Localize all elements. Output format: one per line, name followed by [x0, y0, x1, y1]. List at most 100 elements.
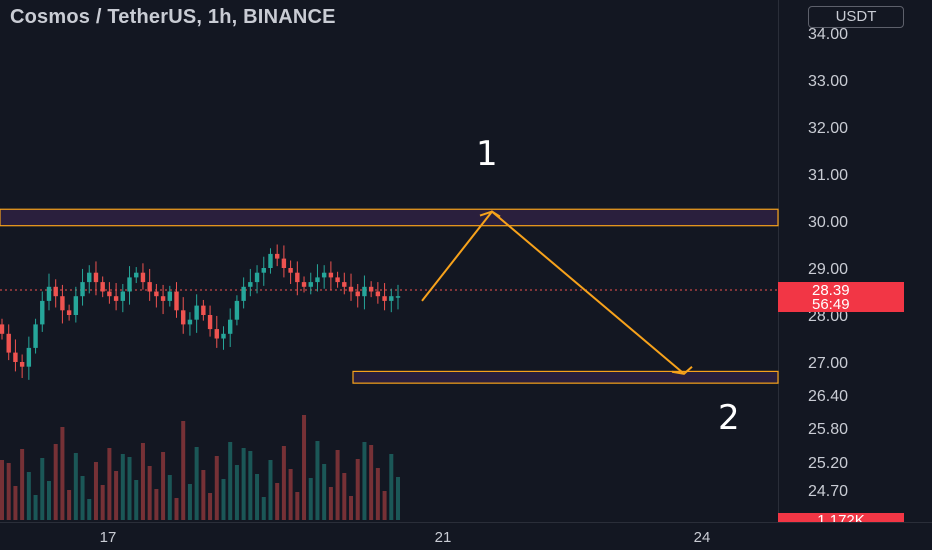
- volume-bar: [241, 448, 246, 520]
- volume-bar: [221, 479, 226, 520]
- candle-body: [201, 305, 206, 315]
- volume-bar: [335, 450, 340, 520]
- candle-body: [187, 319, 193, 325]
- volume-bar: [33, 495, 38, 520]
- volume-bar: [295, 492, 300, 520]
- candle-body: [301, 282, 307, 287]
- volume-bar: [369, 445, 374, 520]
- candle-body: [73, 296, 79, 315]
- candle-body: [0, 324, 5, 334]
- candle-body: [348, 286, 354, 292]
- candle-body: [362, 286, 367, 297]
- annotation-label-2: 2: [718, 398, 740, 438]
- volume-bar: [181, 421, 186, 520]
- candle-body: [315, 277, 320, 283]
- volume-bar: [396, 477, 400, 520]
- candle-body: [46, 286, 52, 301]
- candle-body: [66, 310, 72, 315]
- candle-body: [181, 310, 186, 325]
- candle-body: [268, 253, 273, 268]
- volume-bar: [20, 449, 25, 520]
- volume-bar: [147, 466, 152, 520]
- candle-body: [33, 324, 38, 348]
- zones[interactable]: [0, 208, 779, 384]
- candle-body: [53, 286, 58, 297]
- candle-body: [134, 272, 139, 278]
- candle-body: [6, 333, 11, 353]
- projection-arrow[interactable]: [421, 210, 693, 375]
- x-tick-label: 17: [100, 529, 117, 546]
- volume-bar: [328, 487, 333, 520]
- volume-bar: [234, 465, 239, 520]
- volume-bar: [288, 469, 293, 520]
- candle-body: [174, 291, 179, 311]
- y-tick-label: 24.70: [808, 483, 848, 500]
- y-tick-label: 30.00: [808, 214, 848, 231]
- candle-body: [167, 291, 172, 301]
- candle-body: [60, 296, 65, 311]
- volume-bar: [228, 442, 233, 520]
- volume-bar: [342, 473, 347, 520]
- price-axis[interactable]: 34.00 33.00 32.00 31.00 30.00 29.00 28.00 27.00…: [808, 26, 848, 500]
- last-price-value: 28.39: [812, 282, 850, 299]
- candle-body: [207, 315, 213, 330]
- y-tick-label: 31.00: [808, 167, 848, 184]
- volume-bar: [114, 471, 119, 520]
- volume-bar: [389, 454, 394, 520]
- y-tick-label: 28.00: [808, 308, 848, 325]
- currency-button[interactable]: USDT: [808, 6, 904, 28]
- volume-bar: [93, 462, 98, 520]
- support-zone[interactable]: [352, 370, 779, 384]
- volume-bar: [13, 486, 18, 520]
- price-axis-divider: [778, 0, 779, 522]
- candle-body: [281, 258, 287, 268]
- y-tick-label: 26.40: [808, 388, 848, 405]
- volume-bar: [107, 448, 112, 520]
- candle-body: [140, 272, 146, 283]
- y-tick-label: 25.20: [808, 455, 848, 472]
- volume-bars: [0, 415, 400, 520]
- y-tick-label: 32.00: [808, 120, 848, 137]
- volume-bar: [275, 483, 280, 520]
- candle-body: [147, 282, 152, 292]
- candle-body: [80, 282, 85, 297]
- volume-bar: [214, 456, 219, 520]
- y-tick-label: 25.80: [808, 421, 848, 438]
- resistance-zone[interactable]: [0, 208, 779, 227]
- candle-body: [214, 329, 219, 339]
- volume-tag: 1.172K: [778, 513, 904, 522]
- candles: [0, 244, 401, 380]
- annotation-label-1: 1: [476, 134, 498, 174]
- volume-bar: [6, 463, 11, 520]
- time-axis[interactable]: 17 21 24: [100, 529, 711, 546]
- candle-body: [375, 291, 381, 297]
- volume-bar: [308, 478, 313, 520]
- candle-body: [93, 272, 99, 283]
- volume-bar: [73, 453, 78, 520]
- volume-bar: [53, 444, 58, 520]
- candle-body: [328, 272, 334, 278]
- candle-body: [389, 296, 394, 301]
- candle-body: [127, 277, 132, 292]
- volume-bar: [127, 457, 132, 520]
- volume-bar: [80, 476, 85, 520]
- candle-body: [100, 282, 105, 292]
- candle-body: [241, 286, 246, 301]
- volume-bar: [26, 472, 31, 520]
- candle-body: [19, 362, 25, 367]
- volume-bar: [134, 480, 139, 520]
- volume-value: 1.172K: [817, 513, 865, 522]
- projection-polyline[interactable]: [421, 210, 685, 375]
- candle-body: [335, 277, 340, 283]
- chart-title: Cosmos / TetherUS, 1h, BINANCE: [10, 6, 336, 28]
- volume-bar: [140, 443, 145, 520]
- volume-bar: [315, 441, 320, 520]
- volume-bar: [302, 415, 307, 520]
- candle-body: [261, 268, 266, 273]
- bar-countdown: 56:49: [812, 296, 850, 313]
- candle-body: [40, 300, 45, 325]
- volume-bar: [120, 454, 125, 520]
- candle-body: [107, 291, 112, 297]
- y-tick-label: 34.00: [808, 26, 848, 43]
